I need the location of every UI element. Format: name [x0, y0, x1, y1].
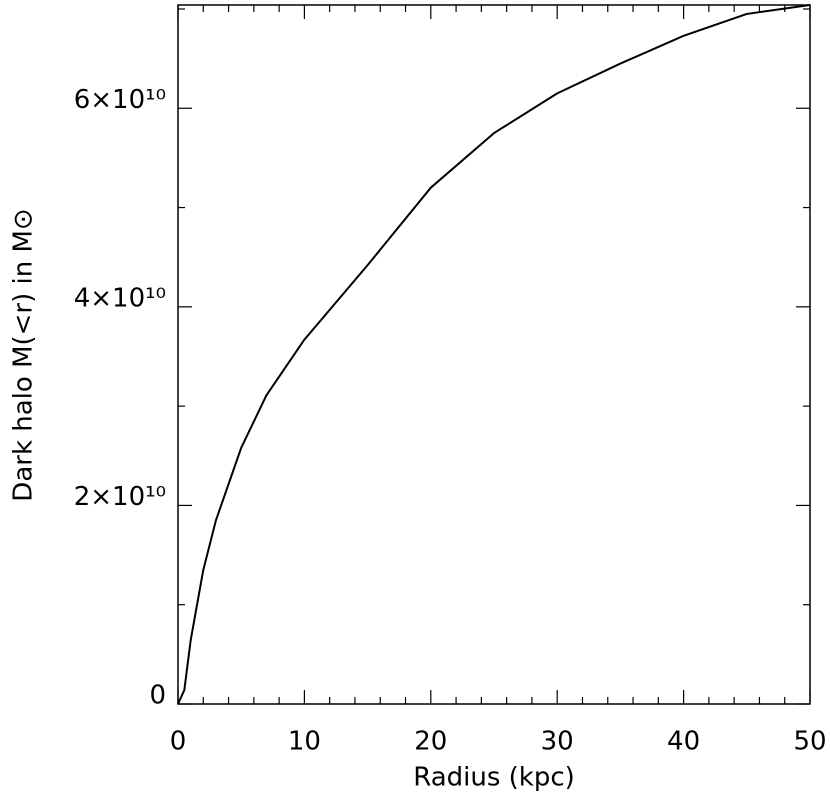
y-axis-label: Dark halo M(<r) in M⊙ — [9, 208, 39, 501]
y-tick-label: 6×10¹⁰ — [74, 85, 166, 115]
x-tick-label: 50 — [793, 727, 826, 757]
x-tick-label: 40 — [667, 727, 700, 757]
x-tick-label: 0 — [170, 727, 187, 757]
x-tick-label: 20 — [414, 727, 447, 757]
x-tick-label: 10 — [288, 727, 321, 757]
y-tick-label: 0 — [149, 681, 166, 711]
plot-frame — [177, 4, 811, 705]
x-axis-label: Radius (kpc) — [413, 763, 575, 793]
y-tick-label: 4×10¹⁰ — [74, 283, 166, 313]
data-line — [177, 4, 811, 705]
y-tick-label: 2×10¹⁰ — [74, 482, 166, 512]
x-tick-label: 30 — [541, 727, 574, 757]
